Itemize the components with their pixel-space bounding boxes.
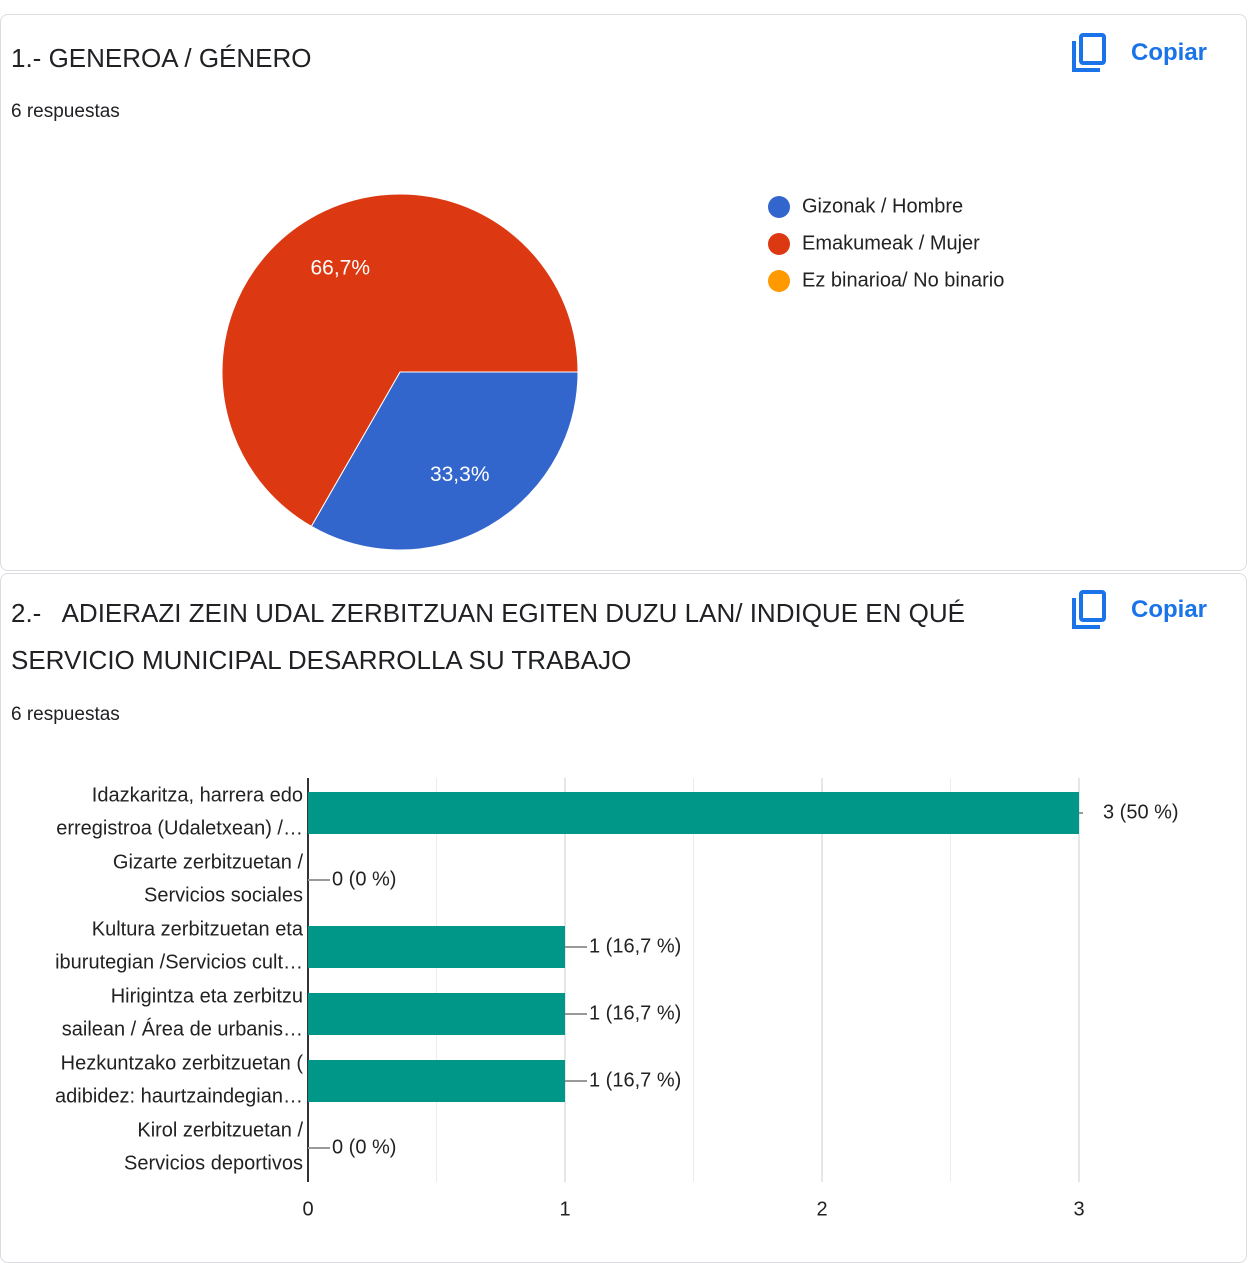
legend-label: Ez binarioa/ No binario bbox=[802, 269, 1004, 291]
copy-button[interactable]: Copiar bbox=[1071, 590, 1207, 630]
pie-slice bbox=[221, 193, 579, 528]
legend-swatch bbox=[768, 233, 790, 255]
copy-label: Copiar bbox=[1131, 39, 1208, 66]
y-tick-label: Hirigintza eta zerbitzu sailean / Área de… bbox=[62, 986, 303, 1041]
data-label: 1 (16,7 %) bbox=[589, 935, 681, 957]
bar bbox=[308, 1060, 565, 1102]
data-label: 3 (50 %) bbox=[1103, 801, 1179, 823]
y-tick-label: Hezkuntzako zerbitzuetan (adibidez: haur… bbox=[55, 1053, 303, 1108]
copy-icon bbox=[1072, 590, 1106, 629]
card: 1.- GENEROA / GÉNERO 6 respuestas Copiar bbox=[0, 14, 1247, 571]
question-title: 2.- ADIERAZI ZEIN UDAL ZERBITZUAN EGITEN… bbox=[11, 598, 973, 675]
response-count: 6 respuestas bbox=[11, 704, 120, 725]
slice-label: 33,3% bbox=[430, 463, 490, 486]
data-label: 0 (0 %) bbox=[332, 1136, 396, 1158]
question-title: 1.- GENEROA / GÉNERO bbox=[11, 43, 312, 73]
slice-label: 66,7% bbox=[310, 256, 370, 279]
bar bbox=[308, 792, 1079, 834]
card: 2.- ADIERAZI ZEIN UDAL ZERBITZUAN EGITEN… bbox=[0, 573, 1247, 1263]
y-tick-label: Gizarte zerbitzuetan / Servicios sociales bbox=[113, 852, 304, 907]
y-tick-label: Kirol zerbitzuetan / Servicios deportivos bbox=[124, 1120, 303, 1175]
y-tick-label: Idazkaritza, harrera edo erregistroa (Uda… bbox=[56, 785, 303, 840]
response-count: 6 respuestas bbox=[11, 101, 120, 122]
x-tick-label: 3 bbox=[1073, 1198, 1084, 1220]
copy-label: Copiar bbox=[1131, 596, 1208, 623]
x-tick-label: 0 bbox=[302, 1198, 313, 1220]
legend-label: Emakumeak / Mujer bbox=[802, 232, 980, 254]
bar bbox=[308, 926, 565, 968]
bar bbox=[308, 993, 565, 1035]
legend-swatch bbox=[768, 270, 790, 292]
pie-slice bbox=[310, 371, 579, 551]
legend-swatch bbox=[768, 196, 790, 218]
copy-icon bbox=[1072, 33, 1106, 72]
data-label: 1 (16,7 %) bbox=[589, 1002, 681, 1024]
legend-label: Gizonak / Hombre bbox=[802, 195, 963, 217]
data-label: 1 (16,7 %) bbox=[589, 1069, 681, 1091]
copy-button[interactable]: Copiar bbox=[1071, 33, 1207, 73]
data-label: 0 (0 %) bbox=[332, 868, 396, 890]
x-tick-label: 2 bbox=[816, 1198, 827, 1220]
y-tick-label: Kultura zerbitzuetan eta iburutegian /Ser… bbox=[55, 919, 304, 974]
x-tick-label: 1 bbox=[559, 1198, 570, 1220]
